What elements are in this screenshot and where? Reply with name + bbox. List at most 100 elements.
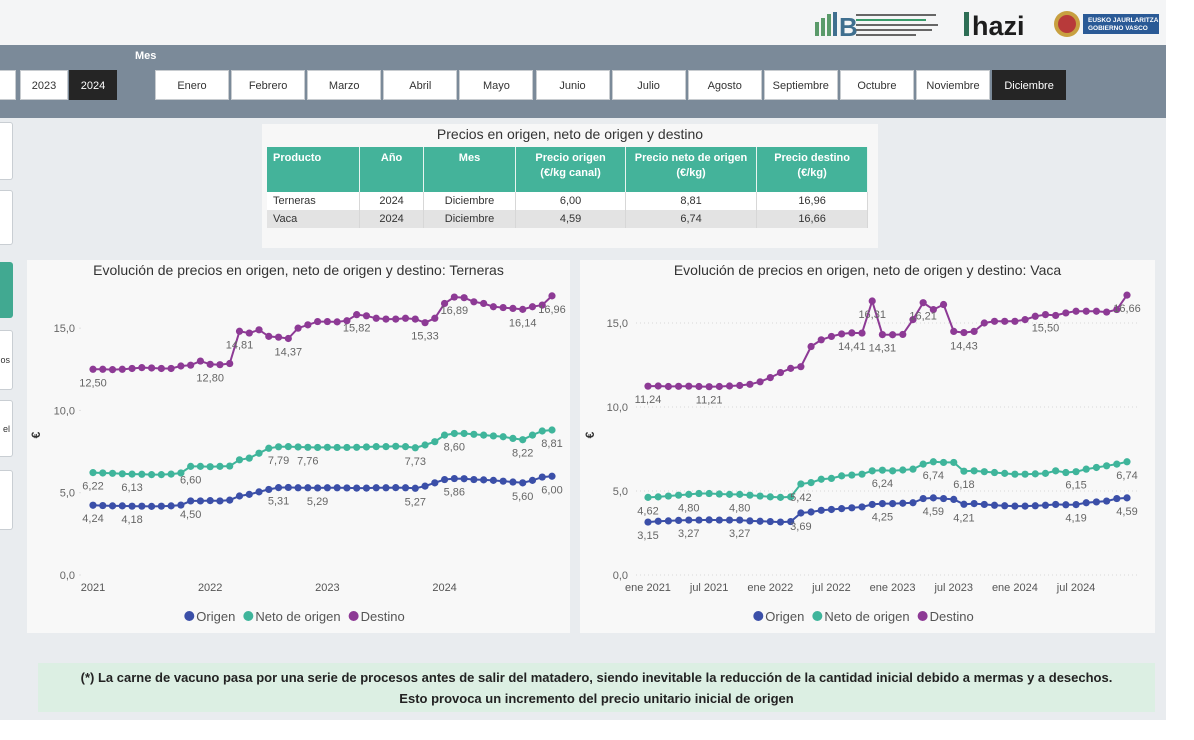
data-label: 4,59 (1116, 506, 1137, 518)
month-button[interactable]: Febrero (231, 70, 306, 100)
month-button[interactable]: Noviembre (916, 70, 990, 100)
data-point (255, 326, 263, 334)
data-point (868, 500, 876, 509)
data-point (980, 319, 988, 327)
legend-label: Origen (765, 609, 804, 624)
data-point (725, 382, 734, 390)
data-point (1001, 469, 1009, 477)
table-cell: 16,66 (756, 210, 868, 228)
data-point (294, 443, 302, 451)
data-point (970, 327, 978, 335)
data-label: 7,76 (297, 455, 318, 467)
data-point (827, 474, 836, 482)
data-point (888, 331, 897, 339)
data-point (401, 443, 410, 451)
sidebar-button[interactable] (0, 122, 13, 180)
data-point (644, 518, 652, 526)
sidebar-button[interactable]: el (0, 400, 13, 457)
data-point (372, 484, 380, 492)
month-button[interactable]: Julio (611, 70, 686, 100)
data-point (519, 479, 527, 487)
data-point (284, 334, 292, 343)
data-point (138, 470, 146, 478)
month-button[interactable]: Junio (535, 70, 610, 100)
data-point (323, 484, 331, 492)
data-point (919, 494, 927, 503)
data-point (499, 303, 507, 312)
data-point (746, 380, 754, 388)
month-button[interactable]: Mayo (459, 70, 534, 100)
data-point (196, 462, 205, 470)
data-point (1001, 502, 1009, 510)
data-point (509, 304, 517, 312)
month-button[interactable]: Diciembre (992, 70, 1067, 100)
data-point (528, 303, 537, 311)
data-point (888, 500, 897, 508)
data-label: 3,27 (729, 528, 750, 540)
data-label: 4,80 (729, 502, 750, 514)
data-point (314, 443, 322, 452)
year-button[interactable]: 2024 (69, 70, 117, 100)
data-point (1011, 317, 1019, 325)
sidebar-button[interactable] (0, 190, 13, 245)
data-point (138, 502, 146, 510)
data-point (216, 361, 224, 369)
column-header[interactable]: Precio destino (€/kg) (756, 147, 868, 192)
data-point (695, 382, 703, 391)
data-point (226, 359, 234, 368)
data-point (695, 489, 703, 498)
data-point (899, 499, 907, 507)
data-point (509, 434, 517, 443)
data-label: 6,13 (121, 482, 142, 494)
month-button[interactable]: Marzo (307, 70, 382, 100)
sidebar-button[interactable] (0, 470, 13, 530)
legend-marker (243, 611, 254, 621)
data-point (538, 427, 546, 435)
year-button[interactable]: 2023 (20, 70, 68, 100)
column-header[interactable]: Precio origen (€/kg canal) (515, 147, 626, 192)
data-label: 4,80 (678, 502, 699, 514)
data-label: 5,60 (512, 491, 533, 503)
data-label: 7,73 (405, 456, 426, 468)
data-point (990, 317, 999, 325)
month-button[interactable]: Agosto (687, 70, 762, 100)
data-point (868, 467, 876, 475)
data-point (440, 475, 449, 484)
data-label: 11,24 (635, 394, 662, 406)
data-label: 15,82 (343, 323, 371, 335)
sidebar-button[interactable]: os (0, 330, 13, 390)
month-button[interactable]: Abril (383, 70, 458, 100)
table-row: Vaca 2024 Diciembre 4,59 6,74 16,66 (267, 210, 868, 228)
data-point (664, 382, 672, 391)
data-point (1113, 305, 1121, 314)
data-point (382, 484, 390, 492)
sidebar-button[interactable] (0, 262, 13, 318)
data-point (353, 311, 361, 319)
month-button[interactable]: Octubre (839, 70, 914, 100)
column-header[interactable]: Mes (423, 147, 517, 192)
data-point (333, 443, 341, 452)
data-point (970, 500, 978, 508)
data-point (118, 470, 126, 478)
data-point (108, 366, 117, 374)
data-point (644, 382, 652, 390)
x-tick-label: 2022 (198, 582, 222, 594)
data-point (489, 476, 498, 484)
column-header[interactable]: Año (359, 147, 424, 192)
data-label: 16,96 (538, 304, 566, 316)
chart-title: Evolución de precios en origen, neto de … (93, 262, 504, 278)
data-point (353, 484, 361, 492)
month-button[interactable]: Septiembre (763, 70, 838, 100)
column-header[interactable]: Precio neto de origen (€/kg) (625, 147, 758, 192)
data-label: 5,27 (405, 496, 426, 508)
month-button[interactable]: Enero (155, 70, 229, 100)
legend-marker (184, 611, 195, 621)
data-point (99, 469, 107, 477)
column-header[interactable]: Producto (267, 147, 361, 192)
gov-logo-text: GOBIERNO VASCO (1088, 25, 1148, 32)
data-point (470, 475, 478, 484)
table-cell: 2024 (359, 210, 424, 228)
year-button[interactable]: 2 (0, 70, 16, 100)
data-point (1103, 462, 1111, 470)
data-point (960, 467, 968, 475)
